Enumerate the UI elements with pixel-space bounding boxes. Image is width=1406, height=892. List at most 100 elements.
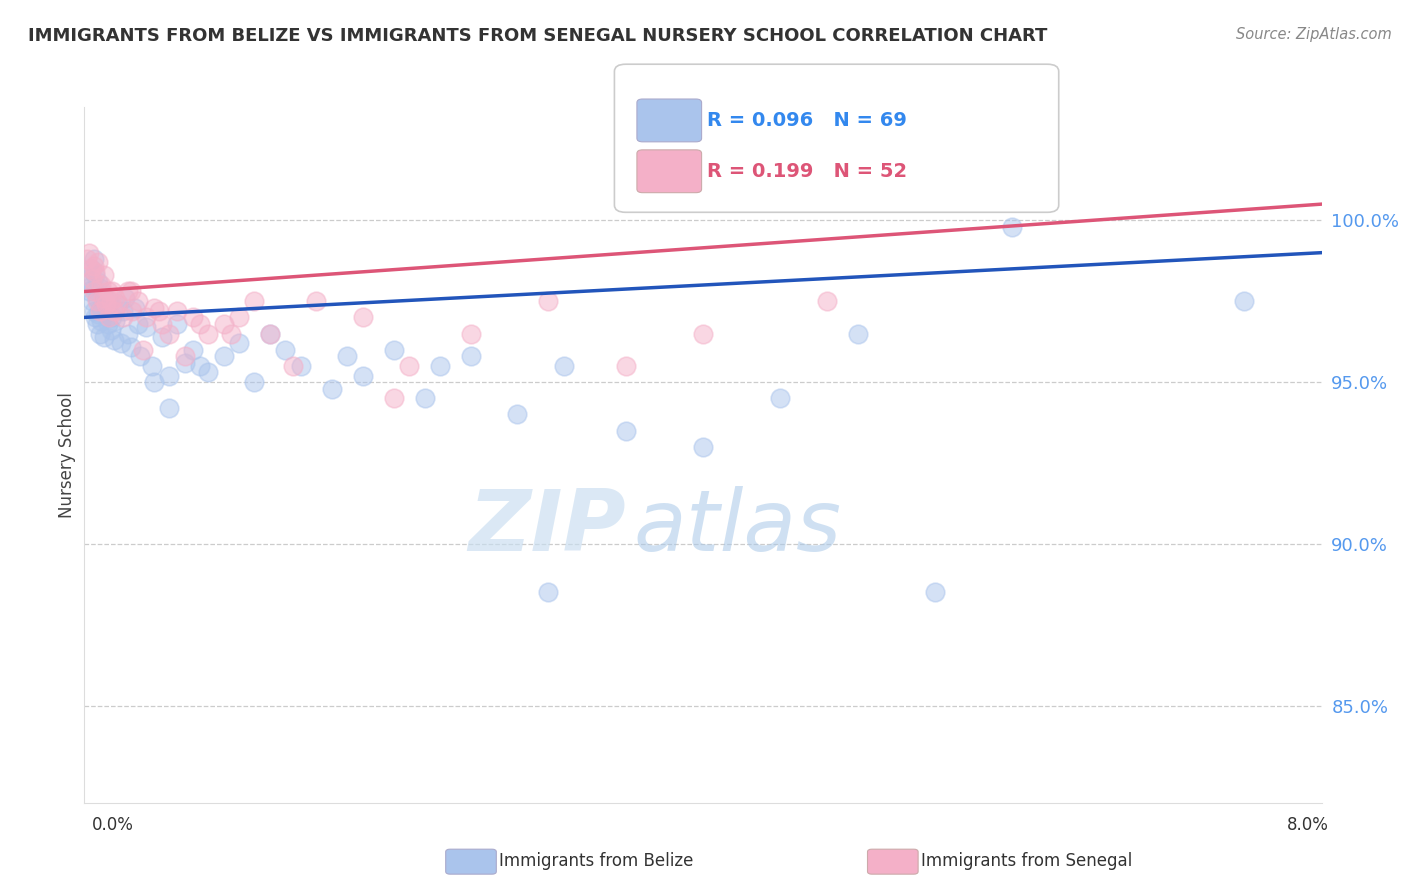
Point: [197, 365, 219, 379]
Point: [413, 392, 436, 406]
Point: [166, 304, 188, 318]
Text: R = 0.199   N = 52: R = 0.199 N = 52: [707, 161, 907, 181]
Point: [321, 382, 343, 396]
Point: [87, 255, 110, 269]
Point: [181, 343, 204, 357]
Point: [86, 317, 108, 331]
Point: [243, 375, 266, 389]
Point: [336, 349, 359, 363]
Point: [143, 301, 166, 315]
Point: [110, 336, 132, 351]
Point: [86, 291, 108, 305]
Point: [83, 252, 105, 267]
Point: [128, 294, 150, 309]
Point: [91, 291, 114, 305]
Point: [86, 294, 108, 309]
Point: [243, 294, 266, 309]
Point: [132, 343, 155, 357]
Text: R = 0.096   N = 69: R = 0.096 N = 69: [707, 111, 907, 130]
Point: [148, 304, 170, 318]
Point: [212, 349, 235, 363]
Point: [159, 401, 181, 415]
Point: [150, 330, 173, 344]
Point: [290, 359, 312, 373]
Point: [84, 310, 107, 325]
Point: [506, 408, 529, 422]
Point: [87, 275, 110, 289]
Point: [614, 359, 637, 373]
Point: [305, 294, 328, 309]
Point: [181, 310, 204, 325]
Point: [283, 359, 305, 373]
Point: [274, 343, 297, 357]
Point: [101, 285, 124, 299]
Text: Immigrants from Belize: Immigrants from Belize: [499, 852, 693, 870]
Point: [107, 297, 129, 311]
Text: Source: ZipAtlas.com: Source: ZipAtlas.com: [1236, 27, 1392, 42]
Point: [93, 268, 115, 283]
Point: [259, 326, 281, 341]
Point: [120, 339, 142, 353]
Point: [103, 333, 125, 347]
Point: [135, 310, 157, 325]
Point: [846, 326, 869, 341]
Point: [87, 307, 110, 321]
Point: [79, 261, 101, 276]
Text: 0.0%: 0.0%: [91, 816, 134, 834]
Point: [129, 349, 152, 363]
Point: [114, 291, 136, 305]
Point: [174, 349, 197, 363]
Text: atlas: atlas: [633, 486, 841, 569]
Point: [117, 326, 139, 341]
Point: [537, 585, 560, 599]
Point: [89, 304, 111, 318]
Point: [89, 281, 111, 295]
Point: [100, 323, 122, 337]
Point: [120, 285, 142, 299]
Point: [141, 359, 163, 373]
Point: [77, 285, 100, 299]
Point: [98, 310, 121, 325]
Point: [352, 368, 374, 383]
Point: [82, 278, 104, 293]
Point: [143, 375, 166, 389]
Point: [94, 297, 117, 311]
Point: [104, 313, 127, 327]
Point: [96, 317, 120, 331]
Point: [83, 285, 105, 299]
Point: [89, 326, 111, 341]
Point: [382, 343, 405, 357]
Point: [96, 285, 120, 299]
Point: [174, 356, 197, 370]
Point: [159, 368, 181, 383]
Point: [382, 392, 405, 406]
Point: [1233, 294, 1256, 309]
Point: [460, 326, 482, 341]
Text: IMMIGRANTS FROM BELIZE VS IMMIGRANTS FROM SENEGAL NURSERY SCHOOL CORRELATION CHA: IMMIGRANTS FROM BELIZE VS IMMIGRANTS FRO…: [28, 27, 1047, 45]
Point: [692, 440, 714, 454]
Point: [93, 330, 115, 344]
Point: [150, 317, 173, 331]
Point: [614, 424, 637, 438]
Point: [259, 326, 281, 341]
Point: [76, 271, 98, 285]
Point: [79, 261, 101, 276]
Point: [90, 313, 112, 327]
Point: [429, 359, 451, 373]
Point: [128, 317, 150, 331]
Point: [83, 304, 105, 318]
Point: [84, 268, 107, 283]
Point: [159, 326, 181, 341]
Point: [112, 310, 135, 325]
Point: [100, 294, 122, 309]
Text: ZIP: ZIP: [468, 486, 626, 569]
Text: Immigrants from Senegal: Immigrants from Senegal: [921, 852, 1132, 870]
Point: [90, 278, 112, 293]
Point: [77, 245, 100, 260]
Point: [98, 294, 121, 309]
Point: [104, 291, 127, 305]
Point: [769, 392, 792, 406]
Point: [117, 285, 139, 299]
Point: [90, 301, 112, 315]
Point: [83, 259, 105, 273]
